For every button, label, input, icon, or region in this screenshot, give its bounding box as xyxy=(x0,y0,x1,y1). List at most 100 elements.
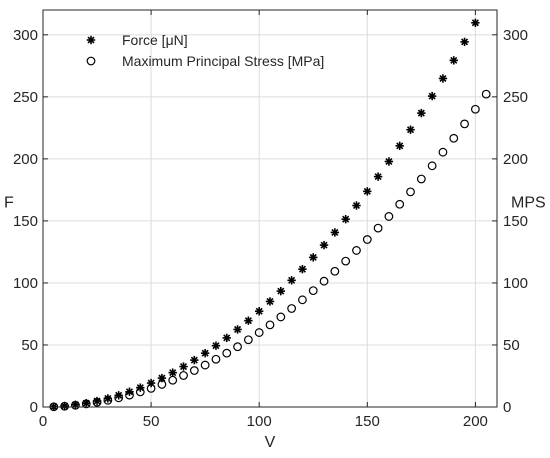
data-point xyxy=(417,108,426,118)
data-point xyxy=(200,360,210,370)
data-point xyxy=(243,335,253,345)
data-point xyxy=(460,119,469,129)
data-point xyxy=(60,401,70,411)
data-point xyxy=(190,355,199,365)
data-point xyxy=(427,161,437,171)
data-point xyxy=(395,141,404,151)
data-point xyxy=(362,235,372,244)
data-point-stroke xyxy=(396,142,404,150)
legend-marker-symbol-stroke xyxy=(87,36,95,44)
data-point xyxy=(254,328,264,337)
y-tick-label: 150 xyxy=(13,213,38,230)
data-point xyxy=(470,104,480,114)
data-point xyxy=(200,348,210,358)
y-axis-label: F xyxy=(4,195,14,212)
y-right-tick-label: 200 xyxy=(503,151,528,168)
y-right-tick-label: 50 xyxy=(503,337,520,354)
data-point-stroke xyxy=(320,241,328,249)
y-tick-label: 300 xyxy=(13,27,38,44)
data-point-stroke xyxy=(331,228,339,236)
data-point-stroke xyxy=(288,276,296,284)
legend-marker-symbol xyxy=(86,56,96,66)
data-point-stroke xyxy=(61,402,69,410)
y-right-tick-label: 250 xyxy=(503,89,528,106)
data-point xyxy=(114,393,124,403)
legend-marker-force xyxy=(86,35,96,45)
data-point xyxy=(265,320,275,330)
data-point-stroke xyxy=(234,325,242,333)
data-point xyxy=(438,74,448,83)
x-tick-label: 0 xyxy=(39,413,47,430)
y-tick-label: 0 xyxy=(30,399,38,416)
data-point xyxy=(352,246,361,255)
data-point-stroke xyxy=(190,356,198,364)
data-point xyxy=(125,390,134,400)
y-right-tick-label: 0 xyxy=(503,399,511,416)
data-point xyxy=(222,333,231,343)
data-point xyxy=(460,37,469,47)
data-point xyxy=(384,212,394,221)
data-point-stroke xyxy=(417,109,425,117)
data-point-stroke xyxy=(158,374,166,382)
data-point xyxy=(233,325,242,334)
data-point xyxy=(298,264,307,274)
x-tick-label: 50 xyxy=(143,413,160,430)
data-point xyxy=(352,201,361,210)
data-point-stroke xyxy=(179,363,188,371)
data-point xyxy=(330,228,340,237)
plot-frame xyxy=(42,9,498,408)
x-tick-label: 100 xyxy=(247,413,272,430)
data-point xyxy=(189,366,199,375)
x-tick-label: 200 xyxy=(463,413,488,430)
data-point-stroke xyxy=(266,297,274,305)
data-point-stroke xyxy=(385,157,393,166)
data-point xyxy=(481,89,491,99)
data-point xyxy=(427,91,437,101)
data-point xyxy=(373,172,383,181)
data-point xyxy=(81,399,91,409)
y-right-tick-label: 100 xyxy=(503,275,528,292)
data-point xyxy=(265,297,275,306)
data-point xyxy=(276,312,286,322)
legend-label-force: Force [μN] xyxy=(122,32,188,48)
y-right-tick-label: 150 xyxy=(503,213,528,230)
data-point-stroke xyxy=(223,334,231,342)
grid xyxy=(42,10,497,408)
series-stress xyxy=(49,89,491,412)
data-point-stroke xyxy=(169,369,177,377)
series-force xyxy=(49,18,480,411)
data-point-stroke xyxy=(374,173,382,181)
data-point xyxy=(60,401,69,411)
y-tick-label: 200 xyxy=(13,151,38,168)
data-point xyxy=(341,214,350,224)
data-point xyxy=(308,286,318,296)
y-tick-label: 250 xyxy=(13,89,38,106)
data-point xyxy=(168,375,178,385)
x-tick-label: 150 xyxy=(355,413,380,430)
data-point xyxy=(211,341,221,350)
data-point xyxy=(438,147,448,157)
legend-marker-symbol xyxy=(86,35,96,45)
data-point xyxy=(71,400,80,410)
data-point-stroke xyxy=(352,201,361,210)
data-point xyxy=(341,256,351,266)
data-point-stroke xyxy=(244,317,252,325)
data-point xyxy=(373,223,383,233)
data-point-stroke xyxy=(450,56,458,64)
y-axis-label-right: MPS xyxy=(511,195,546,212)
tick-labels: 0 50 100 150 200 0 50 100 150 200 250 300 0 50 100 150 2… xyxy=(13,27,528,430)
data-point-stroke xyxy=(428,92,436,100)
data-point-stroke xyxy=(212,342,220,350)
data-point-stroke xyxy=(201,349,209,357)
data-point xyxy=(319,276,329,286)
data-point-stroke xyxy=(439,74,447,83)
data-point xyxy=(449,56,458,65)
data-point-stroke xyxy=(406,126,415,134)
data-point xyxy=(157,380,167,389)
data-point-stroke xyxy=(298,265,306,273)
legend-marker-stress xyxy=(86,56,96,66)
data-point xyxy=(179,371,188,380)
data-point xyxy=(114,391,123,400)
data-point-stroke xyxy=(363,187,371,195)
